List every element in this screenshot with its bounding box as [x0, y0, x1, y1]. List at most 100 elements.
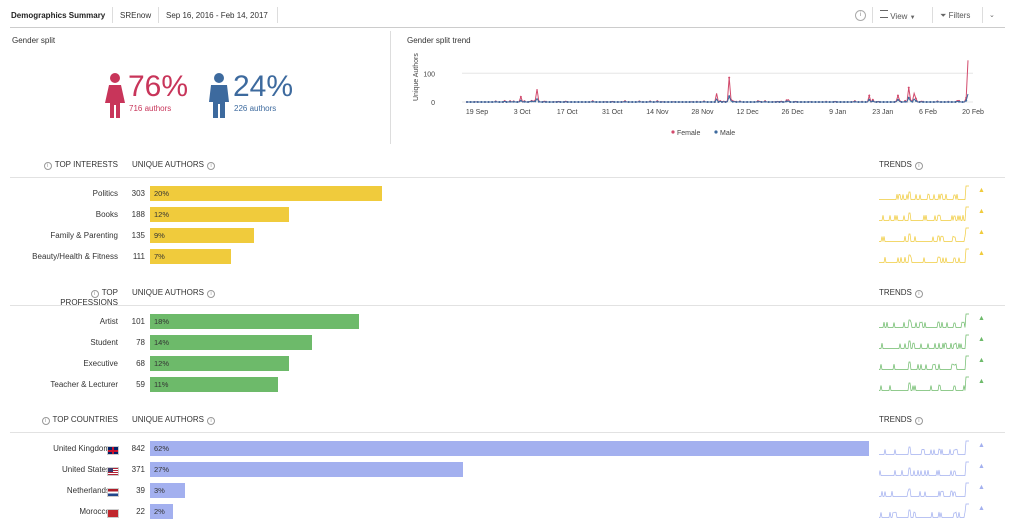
- data-point-male: [710, 101, 713, 103]
- divider: [932, 7, 933, 23]
- us-flag-icon: [107, 467, 119, 476]
- info-icon[interactable]: i: [914, 417, 923, 425]
- professions-row[interactable]: Teacher & Lecturer 59 11% ▲: [0, 376, 1007, 394]
- professions-trend-sparkline[interactable]: [879, 372, 969, 394]
- data-point-male: [559, 101, 562, 103]
- countries-trend-sparkline[interactable]: [878, 457, 969, 479]
- data-point-male: [918, 101, 921, 103]
- collapse-chevron-icon[interactable]: ⌄: [989, 12, 995, 19]
- interests-bar[interactable]: 12%: [150, 207, 289, 222]
- interests-trend-sparkline[interactable]: [879, 181, 969, 203]
- interests-bar[interactable]: 7%: [150, 249, 231, 264]
- trend-up-arrow-icon: ▲: [978, 315, 985, 322]
- countries-trend-sparkline[interactable]: [879, 499, 969, 521]
- male-authors-count: 226 authors: [234, 104, 277, 113]
- data-point-male: [692, 101, 695, 103]
- interests-trend-sparkline[interactable]: [879, 223, 969, 245]
- professions-row[interactable]: Executive 68 12% ▲: [0, 355, 1007, 373]
- countries-section-header: i TOP COUNTRIES: [34, 415, 118, 425]
- professions-bar[interactable]: 14%: [150, 335, 312, 350]
- data-point-male: [498, 101, 501, 103]
- data-point-male: [950, 101, 953, 103]
- professions-row[interactable]: Student 78 14% ▲: [0, 334, 1007, 352]
- interests-row[interactable]: Family & Parenting 135 9% ▲: [0, 227, 1007, 245]
- data-point-male: [753, 101, 756, 103]
- authors-header-label: UNIQUE AUTHORS: [132, 415, 205, 424]
- view-button[interactable]: View ▼: [880, 10, 916, 21]
- info-icon[interactable]: i: [914, 290, 923, 298]
- interests-bar[interactable]: 20%: [150, 186, 382, 201]
- interests-trend-sparkline[interactable]: [879, 202, 969, 224]
- data-point-male: [681, 101, 684, 103]
- interests-trend-sparkline[interactable]: [879, 244, 969, 266]
- professions-bar-pct: 12%: [154, 359, 170, 368]
- info-icon[interactable]: i: [207, 417, 216, 425]
- project-selector[interactable]: SREnow: [120, 11, 152, 20]
- countries-bar[interactable]: 62%: [150, 441, 869, 456]
- interests-bar-pct: 20%: [154, 189, 170, 198]
- female-percentage: 76%: [128, 70, 189, 103]
- data-point-male: [627, 101, 630, 103]
- data-point-male: [853, 100, 856, 103]
- data-point-male: [904, 100, 907, 103]
- data-point-male: [656, 100, 659, 103]
- info-icon[interactable]: i: [855, 10, 866, 21]
- countries-row[interactable]: Netherlands 39 3% ▲: [0, 482, 1007, 500]
- professions-row[interactable]: Artist 101 18% ▲: [0, 313, 1007, 331]
- countries-bar[interactable]: 2%: [150, 504, 173, 519]
- data-point-male: [929, 101, 932, 103]
- data-point-male: [810, 101, 813, 103]
- countries-trend-sparkline[interactable]: [879, 436, 969, 458]
- info-icon[interactable]: i: [914, 162, 923, 170]
- trend-up-arrow-icon: ▲: [978, 336, 985, 343]
- countries-trend-sparkline[interactable]: [879, 478, 969, 500]
- countries-row[interactable]: Morocco 22 2% ▲: [0, 503, 1007, 521]
- countries-bar-pct: 2%: [154, 507, 165, 516]
- data-point-male: [925, 101, 928, 103]
- info-icon[interactable]: i: [43, 162, 52, 170]
- trend-up-arrow-icon: ▲: [978, 463, 985, 470]
- date-range-picker[interactable]: Sep 16, 2016 - Feb 14, 2017: [166, 11, 268, 20]
- header-divider: [10, 27, 1005, 28]
- interests-section-header: i TOP INTERESTS: [34, 160, 118, 170]
- interests-row[interactable]: Politics 303 20% ▲: [0, 185, 1007, 203]
- data-point-male: [896, 98, 899, 101]
- professions-trend-sparkline[interactable]: [879, 330, 969, 352]
- data-point-male: [555, 101, 558, 103]
- divider: [277, 7, 278, 23]
- data-point-male: [749, 101, 752, 103]
- data-point-male: [875, 101, 878, 103]
- data-point-male: [907, 96, 910, 99]
- info-icon[interactable]: i: [207, 162, 216, 170]
- professions-trend-sparkline[interactable]: [879, 309, 969, 331]
- info-icon[interactable]: i: [41, 417, 50, 425]
- data-point-male: [724, 101, 727, 103]
- trend-up-arrow-icon: ▲: [978, 250, 985, 257]
- countries-bar[interactable]: 27%: [150, 462, 463, 477]
- professions-bar[interactable]: 18%: [150, 314, 359, 329]
- data-point-male: [800, 101, 802, 103]
- info-icon[interactable]: i: [207, 290, 216, 298]
- page-title: Demographics Summary: [11, 11, 106, 20]
- professions-bar[interactable]: 11%: [150, 377, 278, 392]
- interests-trends-header: TRENDS i: [879, 160, 923, 170]
- data-point-male: [835, 101, 838, 103]
- data-point-male: [466, 101, 468, 103]
- professions-trend-sparkline[interactable]: [879, 351, 969, 373]
- data-point-male: [738, 100, 741, 103]
- interests-row[interactable]: Books 188 12% ▲: [0, 206, 1007, 224]
- interests-bar[interactable]: 9%: [150, 228, 254, 243]
- data-point-male: [843, 101, 846, 103]
- countries-row[interactable]: United Kingdom 842 62% ▲: [0, 440, 1007, 458]
- x-tick-label: 31 Oct: [602, 109, 623, 116]
- legend-label-female: Female: [677, 130, 700, 137]
- professions-bar[interactable]: 12%: [150, 356, 289, 371]
- data-point-male: [936, 100, 939, 103]
- data-point-male: [778, 101, 781, 103]
- info-icon[interactable]: i: [90, 290, 99, 298]
- interests-row[interactable]: Beauty/Health & Fitness 111 7% ▲: [0, 248, 1007, 266]
- filters-button[interactable]: ⏷ Filters: [940, 11, 970, 21]
- countries-row[interactable]: United States 371 27% ▲: [0, 461, 1007, 479]
- countries-bar[interactable]: 3%: [150, 483, 185, 498]
- data-point-male: [541, 101, 544, 103]
